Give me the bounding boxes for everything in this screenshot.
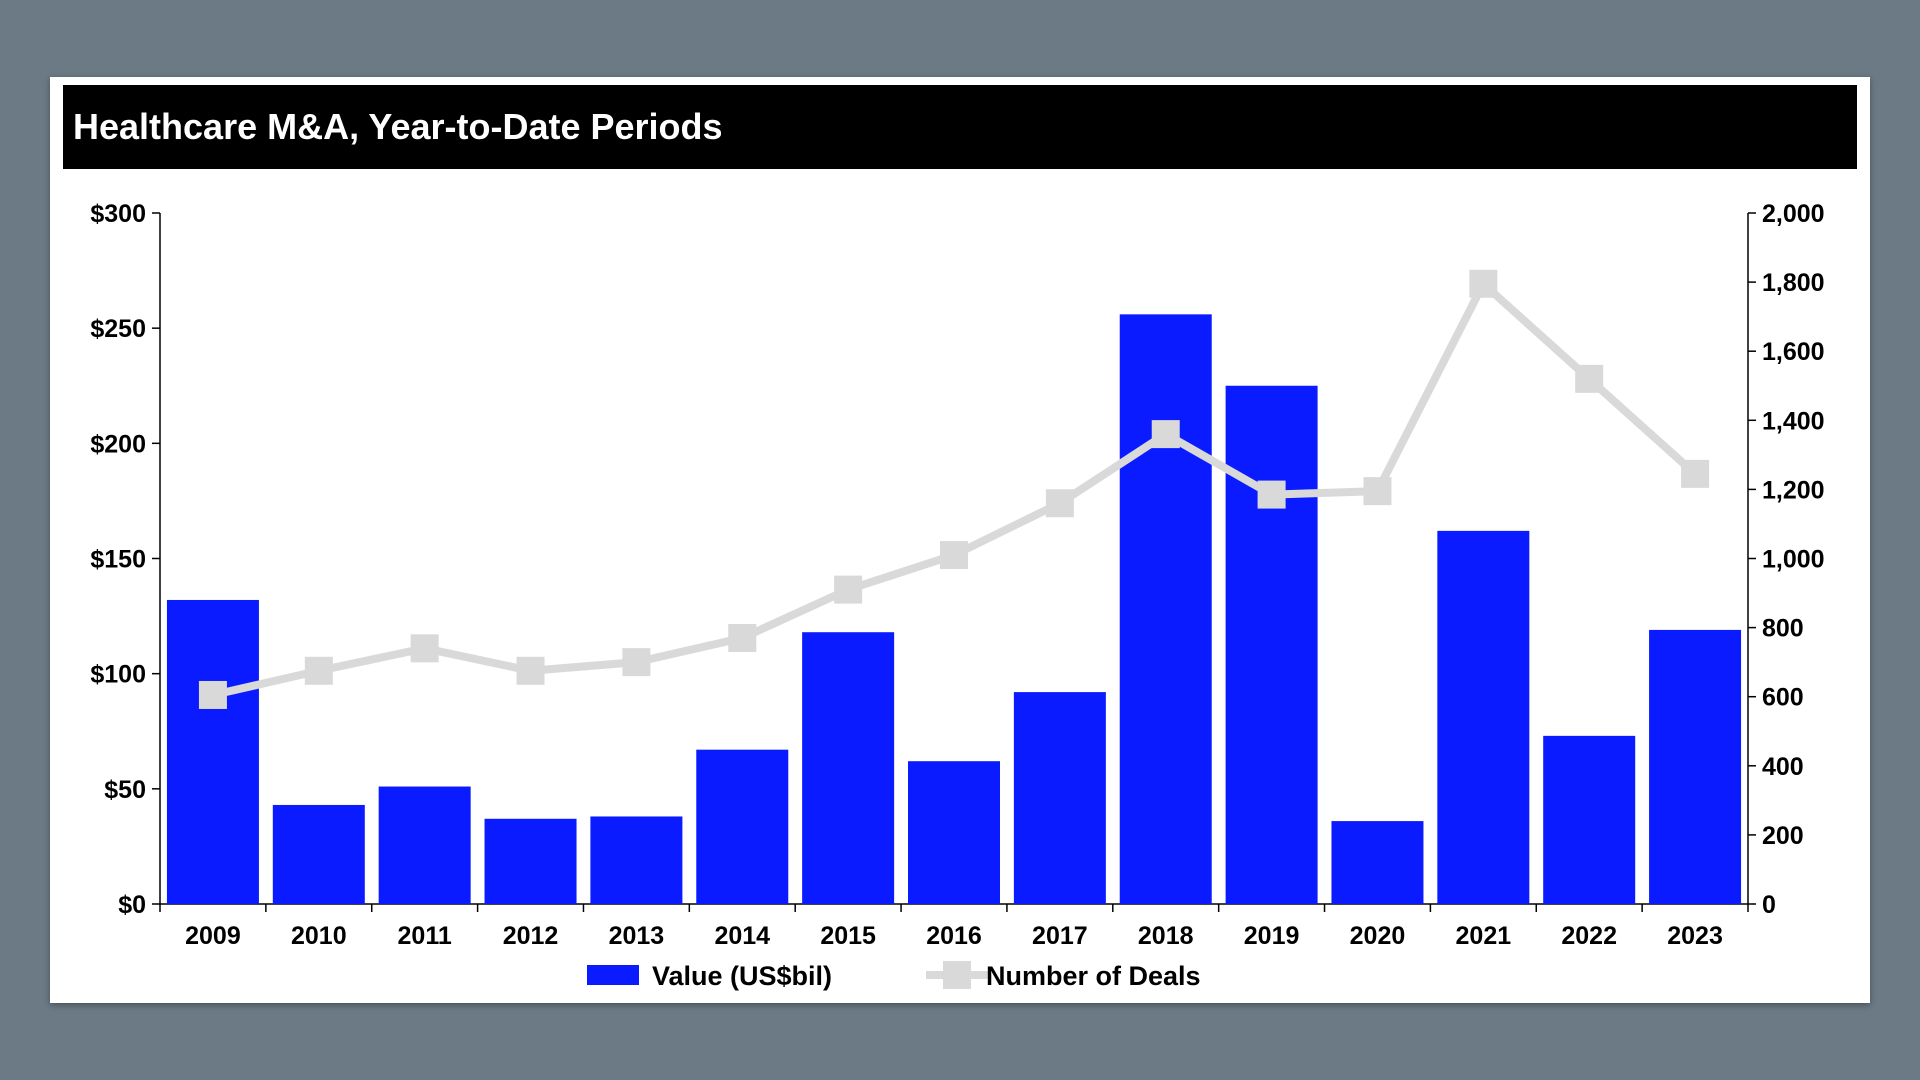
legend-swatch-value — [587, 965, 639, 985]
x-tick-label: 2011 — [398, 922, 452, 950]
bar-2021 — [1437, 530, 1530, 904]
bar-series — [166, 314, 1742, 904]
deals-point-2016 — [940, 541, 968, 570]
chart-plot: $0 $50 $100 $150 $200 $250 $300 0 200 400 600 800 1,… — [90, 200, 1824, 991]
bar-2022 — [1543, 735, 1636, 904]
x-tick-label: 2022 — [1561, 922, 1617, 950]
x-tick-label: 2009 — [185, 922, 241, 950]
deals-point-2013 — [622, 648, 651, 677]
bar-2013 — [590, 816, 683, 904]
bar-2012 — [484, 818, 577, 904]
y-right-tick-label: 2,000 — [1762, 200, 1825, 228]
bar-2023 — [1649, 629, 1742, 904]
bar-2020 — [1331, 821, 1424, 904]
y-right-tick-label: 800 — [1762, 615, 1804, 643]
y-left-tick-label: $250 — [90, 315, 146, 343]
deals-point-2020 — [1363, 477, 1392, 506]
axes: $0 $50 $100 $150 $200 $250 $300 0 200 400 600 800 1,… — [90, 200, 1824, 919]
x-tick-label: 2016 — [926, 922, 982, 950]
y-right-tick-label: 400 — [1762, 753, 1804, 781]
legend: Value (US$bil) Number of Deals — [587, 961, 1201, 991]
y-right-tick-label: 0 — [1762, 891, 1776, 919]
deals-point-2023 — [1681, 459, 1710, 488]
y-right-tick-label: 1,600 — [1762, 338, 1825, 366]
x-tick-label: 2018 — [1138, 922, 1194, 950]
legend-swatch-marker — [943, 961, 971, 989]
x-tick-label: 2020 — [1350, 922, 1406, 950]
bar-2011 — [378, 786, 471, 904]
y-left-tick-label: $50 — [104, 776, 146, 804]
deals-point-2021 — [1469, 269, 1498, 298]
deals-point-2011 — [410, 634, 439, 663]
bar-2018 — [1119, 314, 1212, 904]
line-series — [198, 269, 1710, 709]
deals-point-2012 — [516, 656, 545, 685]
y-right-tick-label: 200 — [1762, 822, 1804, 850]
y-right-tick-label: 600 — [1762, 684, 1804, 712]
y-right-tick-label: 1,200 — [1762, 476, 1825, 504]
deals-point-2015 — [834, 575, 863, 604]
y-left-tick-label: $150 — [90, 546, 146, 574]
x-tick-label: 2010 — [291, 922, 347, 950]
legend-label-value: Value (US$bil) — [652, 961, 832, 991]
bar-2014 — [696, 749, 789, 904]
bar-2010 — [272, 804, 365, 904]
chart-card: Healthcare M&A, Year-to-Date Periods $0 $… — [50, 77, 1870, 1003]
x-tick-label: 2017 — [1032, 922, 1088, 950]
deals-point-2017 — [1045, 489, 1074, 518]
x-tick-labels: 2009 2010 2011 2012 2013 2014 2015 2016 2017 2018… — [185, 922, 1723, 950]
chart-title: Healthcare M&A, Year-to-Date Periods — [73, 106, 723, 147]
bar-2019 — [1225, 385, 1318, 904]
bar-2015 — [802, 632, 895, 904]
deals-point-2010 — [304, 656, 333, 685]
x-tick-label: 2013 — [609, 922, 665, 950]
deals-point-2018 — [1151, 420, 1180, 449]
y-left-tick-label: $100 — [90, 661, 146, 689]
x-tick-label: 2014 — [714, 922, 770, 950]
legend-label-deals: Number of Deals — [986, 961, 1201, 991]
y-left-tick-label: $300 — [90, 200, 146, 228]
y-right-tick-label: 1,000 — [1762, 546, 1825, 574]
x-tick-label: 2015 — [820, 922, 876, 950]
y-left-tick-label: $0 — [118, 891, 146, 919]
x-tick-label: 2023 — [1667, 922, 1723, 950]
title-bar: Healthcare M&A, Year-to-Date Periods — [63, 85, 1857, 169]
y-left-tick-label: $200 — [90, 430, 146, 458]
bar-2016 — [908, 761, 1000, 904]
x-tick-label: 2012 — [503, 922, 559, 950]
bar-2009 — [166, 599, 259, 904]
x-tick-label: 2019 — [1244, 922, 1300, 950]
deals-point-2019 — [1257, 480, 1286, 509]
deals-point-2009 — [198, 680, 227, 709]
y-right-tick-label: 1,800 — [1762, 269, 1825, 297]
bar-2017 — [1013, 692, 1106, 904]
deals-point-2022 — [1575, 364, 1604, 393]
y-right-tick-label: 1,400 — [1762, 407, 1825, 435]
deals-point-2014 — [728, 623, 757, 652]
x-tick-label: 2021 — [1456, 922, 1512, 950]
